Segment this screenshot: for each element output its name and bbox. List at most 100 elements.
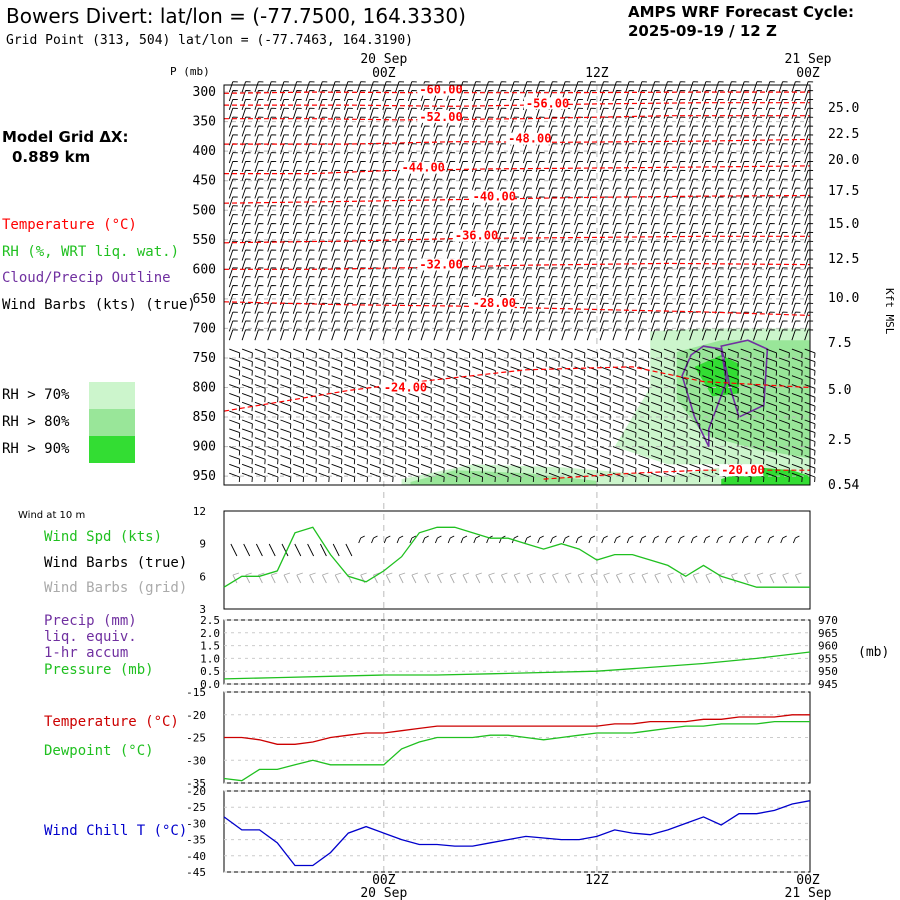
wind-barb [331,267,341,279]
wind-barb [574,276,584,288]
wind-barb [472,401,484,412]
wind-barb [753,205,763,217]
wind-barb [408,366,420,376]
wind-barb [357,384,368,394]
wind-barb [791,455,803,465]
wind-barb [356,329,366,341]
wind-barb [318,187,328,199]
wind-barb [484,357,496,367]
wind-barb [382,240,392,252]
wind-barb [254,160,264,173]
grid-wind-barb [628,572,636,584]
wind-barb [778,249,788,261]
wind-barb [663,205,673,217]
wind-barb [766,357,778,367]
pressure-tick-label: 900 [193,440,216,455]
wind-barb [574,366,586,376]
wind-barb [727,401,739,412]
wind-barb [778,240,788,252]
top-time-tick: 12Z [585,66,609,81]
windchill-ytick: -20 [186,785,206,798]
wind-barb [650,143,660,155]
wind-barb [791,472,803,483]
wind-barb [407,223,417,235]
wind-barb [433,357,445,367]
wind-barb [778,276,788,288]
wind-barb [471,125,481,137]
wind-barb [292,205,302,217]
wind-barb [612,125,622,137]
true-wind-barb [780,535,787,544]
wind-barb [765,320,775,332]
wind-barb [625,366,637,376]
wind-barb [536,446,547,456]
wind-barb [344,384,356,394]
wind-barb [484,437,496,447]
wind-barb [318,169,328,181]
wind-barb [804,196,814,208]
wind-barb [382,446,394,456]
wind-barb [305,169,315,181]
wind-barb [535,320,545,332]
wind-barb [420,196,430,208]
wind-barb [536,428,547,438]
wind-barb [420,463,432,474]
wind-barb [382,223,392,235]
wind-barb [369,223,379,235]
wind-barb [804,107,814,119]
wind-barb [484,320,494,332]
wind-barb [625,143,635,155]
wind-barb [650,160,660,173]
wind-barb [305,276,315,288]
wind-barb [420,134,430,146]
wind-barb [638,134,647,146]
wind-barb [433,410,445,420]
wind-barb [804,90,814,102]
wind-barb [254,196,264,208]
wind-barb [459,134,468,146]
wind-barb [318,472,330,483]
wind-barb [497,205,507,217]
temperature-contour-label: -48.00 [508,132,551,146]
wind-barb [676,125,686,137]
temperature-contour [543,469,810,480]
grid-wind-barb [500,572,508,584]
wind-barb [612,160,622,173]
wind-barb [791,267,801,279]
wind-barb [625,384,637,394]
wind-barb [791,196,801,208]
legend-wind-chill: Wind Chill T (°C) [44,823,188,839]
wind-barb [446,205,456,217]
wind-barb [369,357,381,367]
wind-10m-title: Wind at 10 m [18,510,86,521]
wind-barb [727,419,739,429]
wind-barb [497,258,507,270]
wind-barb [395,437,407,447]
wind-barb [548,392,560,403]
wind-barb [727,437,739,447]
wind-barb [292,134,302,146]
grid-wind-barb [552,572,559,584]
wind-barb [574,392,586,403]
wind-barb [625,276,635,288]
wind-barb [651,348,663,358]
wind-barb [369,293,379,305]
true-wind-barb [524,535,532,544]
wind-barb [740,125,750,137]
wind-barb [305,401,317,412]
wind-barb [676,357,688,367]
wind-speed-line [223,526,810,588]
wind-barb [791,178,801,190]
wind-barb [561,357,573,367]
wind-barb [535,214,545,226]
wind-barb [535,329,545,341]
temperature-contour-label: -24.00 [384,380,427,394]
wind-barb [599,285,609,297]
wind-barb [599,240,609,252]
wind-barb [254,285,264,297]
wind-barb [791,214,801,226]
wind-barb [331,472,343,483]
wind-barb [714,320,724,332]
grid-wind-barb [756,572,764,584]
wind-barb [765,214,775,226]
